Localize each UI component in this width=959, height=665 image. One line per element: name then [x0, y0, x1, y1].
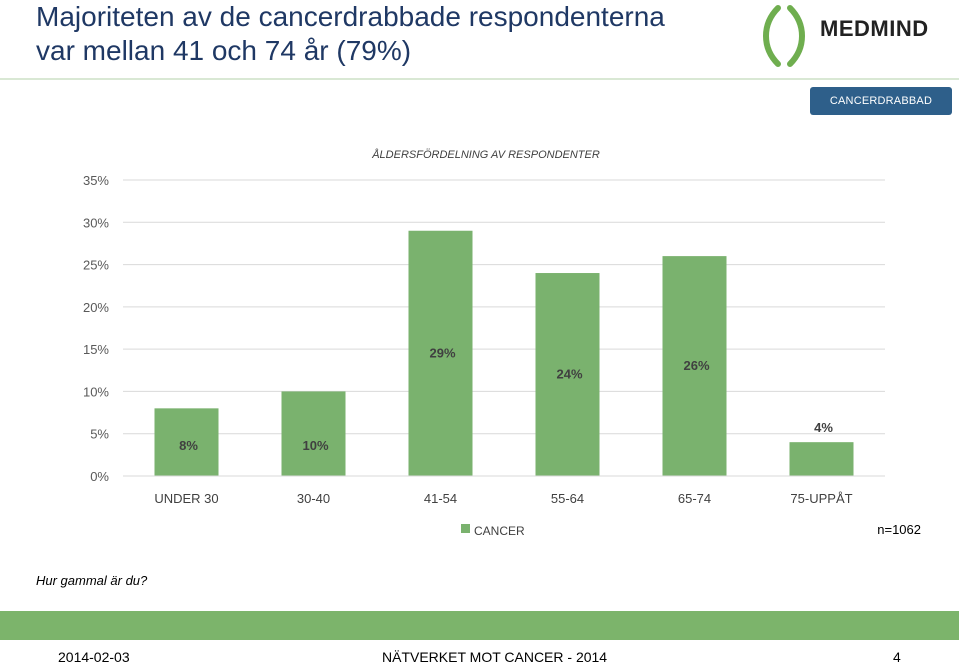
data-label: 10%	[302, 438, 328, 453]
data-label: 4%	[814, 420, 833, 435]
bar	[535, 273, 600, 476]
footer-date: 2014-02-03	[58, 649, 130, 665]
y-tick-label: 30%	[83, 215, 109, 230]
bar-chart: ÅLDERSFÖRDELNING AV RESPONDENTER 0% 5% 10% 1…	[83, 148, 921, 538]
title-line-2: var mellan 41 och 74 år (79%)	[36, 35, 412, 66]
footer-page-number: 4	[893, 649, 901, 665]
legend-swatch	[461, 524, 470, 533]
bar	[408, 230, 473, 476]
data-label: 8%	[179, 438, 198, 453]
medmind-logo: MEDMIND	[756, 2, 956, 70]
segment-badge: CANCERDRABBAD	[810, 87, 952, 115]
x-tick-label: 41-54	[424, 491, 457, 506]
title-line-1: Majoriteten av de cancerdrabbade respond…	[36, 1, 665, 32]
x-tick-label: 65-74	[678, 491, 711, 506]
data-label: 24%	[556, 367, 582, 382]
chart-title: ÅLDERSFÖRDELNING AV RESPONDENTER	[371, 148, 600, 161]
footer-center-text: NÄTVERKET MOT CANCER - 2014	[382, 649, 608, 665]
y-tick-label: 15%	[83, 342, 109, 357]
x-tick-label: UNDER 30	[154, 491, 218, 506]
bar	[789, 442, 854, 476]
bar	[281, 391, 346, 476]
data-label: 26%	[683, 358, 709, 373]
sample-size-annotation: n=1062	[877, 522, 921, 537]
page-title: Majoriteten av de cancerdrabbade respond…	[36, 0, 736, 68]
data-label: 29%	[429, 345, 455, 360]
bar	[662, 256, 727, 476]
y-tick-label: 10%	[83, 384, 109, 399]
x-tick-label: 75-UPPÅT	[790, 491, 852, 506]
y-tick-label: 0%	[90, 469, 109, 484]
header-divider	[0, 78, 959, 80]
footer-strip	[0, 640, 959, 663]
y-tick-label: 25%	[83, 258, 109, 273]
survey-question: Hur gammal är du?	[36, 573, 148, 588]
x-tick-label: 55-64	[551, 491, 584, 506]
bar	[154, 408, 219, 476]
x-tick-label: 30-40	[297, 491, 330, 506]
y-tick-label: 20%	[83, 300, 109, 315]
y-tick-label: 35%	[83, 173, 109, 188]
logo-text: MEDMIND	[820, 16, 929, 41]
logo-parentheses-icon	[763, 5, 805, 67]
legend-label: CANCER	[474, 524, 525, 538]
y-tick-label: 5%	[90, 427, 109, 442]
